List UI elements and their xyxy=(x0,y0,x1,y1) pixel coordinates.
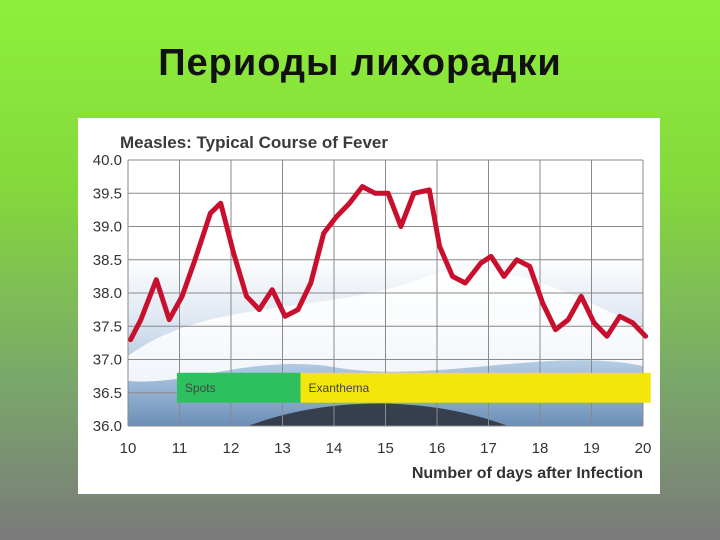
x-tick-label: 12 xyxy=(223,440,240,457)
phase-band-label: Spots xyxy=(185,381,216,395)
x-tick-label: 10 xyxy=(120,440,137,457)
y-tick-label: 38.0 xyxy=(93,285,122,302)
fever-chart: Measles: Typical Course of Fever Spots Ex… xyxy=(93,133,652,482)
x-axis-label: Number of days after Infection xyxy=(412,465,643,482)
y-tick-label: 38.5 xyxy=(93,252,122,269)
x-tick-label: 18 xyxy=(532,440,549,457)
x-tick-label: 15 xyxy=(377,440,394,457)
phase-bands: Spots Exanthema xyxy=(176,372,651,403)
x-tick-label: 20 xyxy=(635,440,652,457)
x-tick-label: 17 xyxy=(480,440,497,457)
y-tick-label: 39.0 xyxy=(93,219,122,236)
phase-band xyxy=(176,372,301,403)
y-tick-label: 39.5 xyxy=(93,185,122,202)
x-tick-label: 16 xyxy=(429,440,446,457)
x-tick-label: 11 xyxy=(172,440,188,457)
x-axis-ticks: 10 11 12 13 14 15 16 17 18 19 20 xyxy=(120,440,652,457)
chart-panel: Measles: Typical Course of Fever Spots Ex… xyxy=(78,118,660,494)
x-tick-label: 13 xyxy=(274,440,291,457)
fever-line xyxy=(128,184,649,343)
y-tick-label: 37.5 xyxy=(93,318,122,335)
slide-title: Периоды лихорадки xyxy=(158,42,562,84)
y-tick-label: 37.0 xyxy=(93,352,122,369)
x-tick-label: 19 xyxy=(583,440,600,457)
phase-band-label: Exanthema xyxy=(309,381,370,395)
x-tick-label: 14 xyxy=(326,440,343,457)
y-axis-ticks: 40.0 39.5 39.0 38.5 38.0 37.5 37.0 36.5 36.0 xyxy=(93,152,122,435)
series-layer xyxy=(128,184,649,343)
chart-title: Measles: Typical Course of Fever xyxy=(120,133,388,152)
phase-band xyxy=(300,372,651,403)
y-tick-label: 40.0 xyxy=(93,152,122,169)
y-tick-label: 36.5 xyxy=(93,385,122,402)
y-tick-label: 36.0 xyxy=(93,418,122,435)
